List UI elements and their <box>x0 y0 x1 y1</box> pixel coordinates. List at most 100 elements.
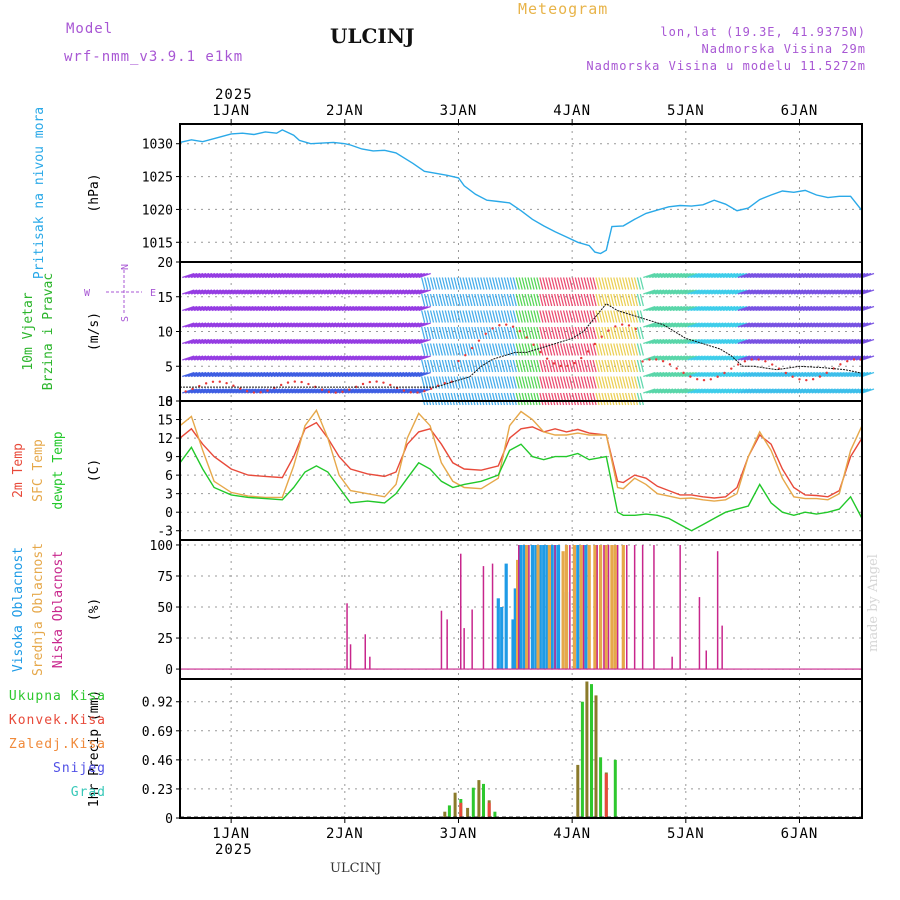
wind-barb <box>849 338 863 345</box>
wind-barb <box>849 289 863 295</box>
wind-gust-mark <box>505 323 508 326</box>
wind-barb <box>468 376 473 389</box>
wind-barb <box>300 388 313 394</box>
wind-barb <box>835 322 848 328</box>
wind-barb <box>241 371 254 378</box>
wind-barb <box>500 359 506 373</box>
clouds-bar <box>561 551 565 670</box>
wind-barb <box>714 338 727 345</box>
wind-barb <box>205 305 219 312</box>
y-tick-label: 0.69 <box>142 725 173 740</box>
wind-barb <box>530 326 535 340</box>
wind-barb <box>746 272 759 279</box>
wind-barb <box>315 338 328 345</box>
wind-gust-mark <box>368 380 372 384</box>
wind-barb <box>767 305 780 312</box>
wind-barb <box>306 322 319 328</box>
wind-barb <box>193 371 207 378</box>
clouds-bar <box>569 545 571 670</box>
wind-barb <box>341 388 355 394</box>
wind-barb <box>779 289 792 295</box>
clouds-bar <box>584 545 588 670</box>
compass-s: S <box>120 316 131 322</box>
wind-barb <box>702 355 715 361</box>
wind-barb <box>841 371 854 378</box>
wind-barb <box>539 343 544 356</box>
wind-barb <box>782 338 795 345</box>
wind-barb <box>776 338 789 345</box>
clouds-bar <box>716 551 719 670</box>
wind-barb <box>217 322 230 328</box>
wind-barb <box>826 355 839 361</box>
wind-barb <box>400 289 414 295</box>
wind-barb <box>238 388 251 394</box>
wind-gust-mark <box>307 382 310 386</box>
wind-barb <box>743 289 756 295</box>
wind-barb <box>530 277 535 290</box>
wind-barb <box>731 289 745 295</box>
wind-barb <box>483 376 488 389</box>
wind-barb <box>202 322 216 328</box>
wind-barb <box>849 272 863 279</box>
clouds-bar <box>446 619 448 669</box>
wind-gust-mark <box>586 350 590 353</box>
wind-barb <box>323 272 337 279</box>
wind-barb <box>190 272 204 279</box>
y-tick-label: 3 <box>165 488 173 503</box>
day-label-top: 5JAN <box>667 103 705 119</box>
wind-barb <box>500 326 506 340</box>
wind-barb <box>356 322 369 328</box>
wind-gust-mark <box>675 367 678 370</box>
wind-barb <box>365 305 378 312</box>
wind-barb <box>247 338 260 345</box>
wind-barb <box>320 388 334 394</box>
wind-barb <box>533 376 538 389</box>
wind-barb <box>705 371 718 378</box>
wind-barb <box>542 310 547 323</box>
wind-barb <box>480 293 485 307</box>
wind-barb <box>291 305 304 312</box>
wind-barb <box>350 322 363 328</box>
wind-barb <box>811 289 824 295</box>
wind-barb <box>223 322 236 328</box>
wind-barb <box>530 293 535 307</box>
wind-barb <box>666 322 680 328</box>
wind-barb <box>657 338 671 345</box>
wind-barb <box>471 392 476 406</box>
wind-barb <box>749 388 762 394</box>
wind-barb <box>711 322 724 328</box>
wind-barb <box>829 305 842 312</box>
wind-barb <box>297 355 310 361</box>
clouds-unit-label: (%) <box>87 598 102 621</box>
wind-barb <box>633 359 639 373</box>
wind-gust-mark <box>641 360 644 363</box>
wind-barb <box>716 322 730 328</box>
wind-barb <box>574 326 579 340</box>
wind-barb <box>509 293 514 307</box>
wind-barb <box>388 371 402 378</box>
wind-barb <box>270 272 284 279</box>
wind-barb <box>861 289 875 295</box>
wind-barb <box>297 272 310 279</box>
wind-barb <box>693 371 706 378</box>
wind-barb <box>696 289 709 295</box>
clouds-bar <box>545 545 549 670</box>
wind-barb <box>264 305 278 312</box>
wind-barb <box>705 338 718 345</box>
wind-barb <box>359 355 372 361</box>
wind-barb <box>232 272 245 279</box>
day-label-bottom: 2JAN <box>326 826 364 842</box>
wind-gust-mark <box>811 378 815 381</box>
wind-barb <box>264 371 278 378</box>
wind-barb <box>802 371 816 378</box>
wind-barb <box>711 355 724 361</box>
wind-barb <box>755 322 768 328</box>
wind-barb <box>844 388 857 394</box>
wind-barb <box>577 326 582 340</box>
wind-barb <box>533 359 538 373</box>
wind-barb <box>835 338 848 345</box>
wind-barb <box>749 322 762 328</box>
wind-barb <box>630 310 636 323</box>
wind-barb <box>374 388 387 394</box>
wind-barb <box>752 371 765 378</box>
